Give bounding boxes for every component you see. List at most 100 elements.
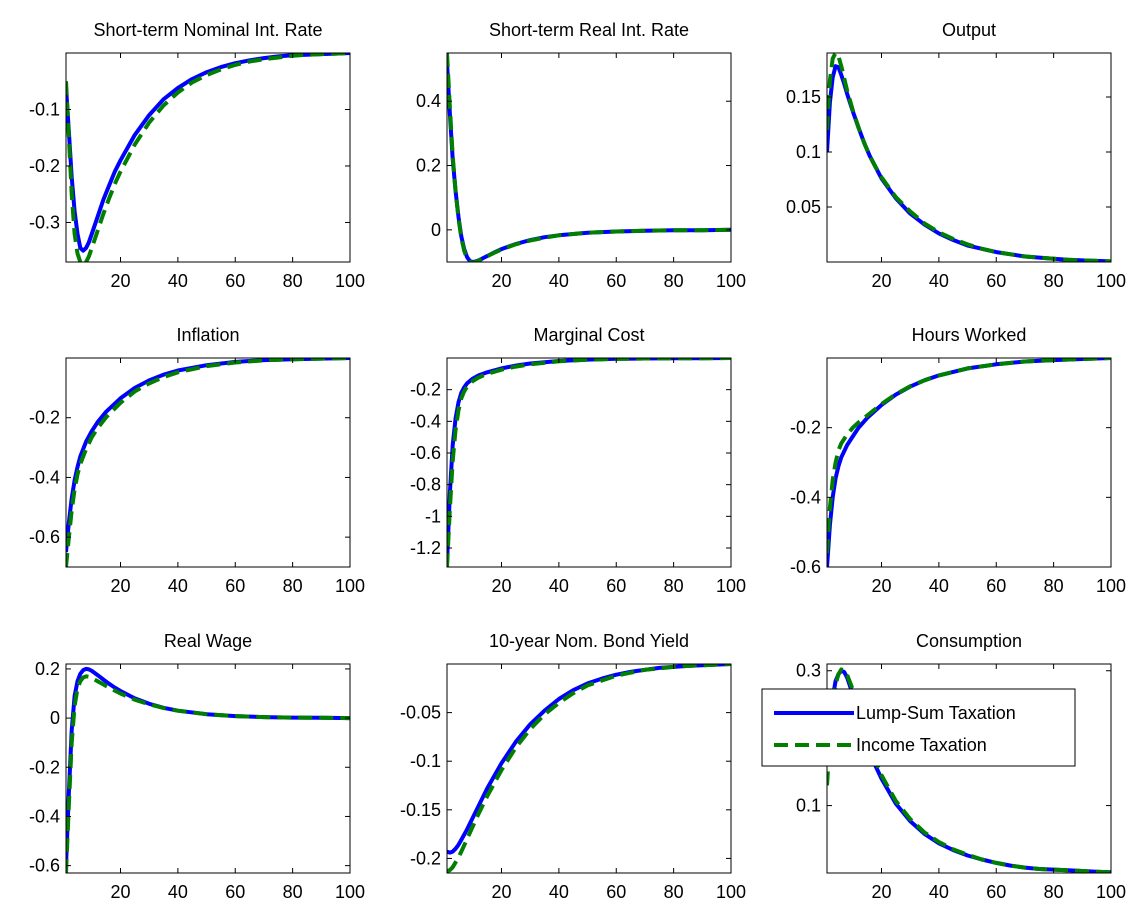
y-tick-label: -0.8 <box>410 475 441 495</box>
y-tick-label: -0.15 <box>400 800 441 820</box>
panel-7: Real Wage 20 40 60 80 100 -0.6 -0.4 -0.2 0 0.2 <box>29 631 365 902</box>
y-tick-label: 0.4 <box>416 91 441 111</box>
x-tick-label: 100 <box>1096 576 1126 596</box>
legend-label: Income Taxation <box>856 735 987 755</box>
y-tick-label: -0.4 <box>29 467 60 487</box>
axes-box <box>446 52 732 263</box>
x-tick-label: 80 <box>283 271 303 291</box>
y-tick-label: -1.2 <box>410 538 441 558</box>
axes-box <box>65 663 351 874</box>
y-tick-label: 0 <box>50 708 60 728</box>
x-tick-label: 20 <box>871 271 891 291</box>
x-tick-label: 100 <box>716 882 746 902</box>
y-tick-label: -0.6 <box>790 557 821 577</box>
x-tick-label: 60 <box>986 882 1006 902</box>
y-tick-label: -0.4 <box>790 487 821 507</box>
x-tick-label: 20 <box>871 882 891 902</box>
x-tick-label: 20 <box>110 576 130 596</box>
x-tick-label: 80 <box>664 271 684 291</box>
lump-sum-taxation-line <box>66 358 350 553</box>
panel-9: Consumption 20 40 60 80 100 0.1 0.3 <box>796 631 1126 902</box>
x-tick-label: 60 <box>225 576 245 596</box>
x-tick-label: 40 <box>549 576 569 596</box>
panel-6: Hours Worked 20 40 60 80 100 -0.6 -0.4 -0.2 <box>790 325 1126 596</box>
panel-1: Short-term Nominal Int. Rate 20 40 60 80 100 -… <box>29 20 365 291</box>
x-tick-label: 100 <box>716 271 746 291</box>
panel-4: Inflation 20 40 60 80 100 -0.6 -0.4 -0.2 <box>29 325 365 596</box>
panel-5: Marginal Cost 20 40 60 80 100 -1.2 -1 -0.8 -0.6 -0… <box>410 325 746 596</box>
x-tick-label: 60 <box>986 576 1006 596</box>
y-tick-label: -1 <box>425 506 441 526</box>
y-tick-label: -0.6 <box>410 443 441 463</box>
x-tick-label: 20 <box>871 576 891 596</box>
lump-sum-taxation-line <box>66 53 350 253</box>
y-tick-label: -0.2 <box>410 848 441 868</box>
y-tick-label: -0.4 <box>29 806 60 826</box>
y-tick-label: 0.3 <box>796 661 821 681</box>
x-tick-label: 40 <box>549 882 569 902</box>
x-tick-label: 60 <box>225 882 245 902</box>
x-tick-label: 100 <box>335 271 365 291</box>
y-tick-label: 0.1 <box>796 142 821 162</box>
x-tick-label: 20 <box>110 271 130 291</box>
y-tick-label: -0.6 <box>29 527 60 547</box>
x-tick-label: 80 <box>664 576 684 596</box>
x-tick-label: 80 <box>1044 271 1064 291</box>
y-tick-label: 0.2 <box>35 659 60 679</box>
y-tick-label: -0.1 <box>29 99 60 119</box>
x-tick-label: 40 <box>168 882 188 902</box>
legend-box <box>761 688 1076 767</box>
x-tick-label: 20 <box>491 576 511 596</box>
y-tick-label: -0.3 <box>29 212 60 232</box>
income-taxation-line <box>447 664 731 873</box>
panel-title: Real Wage <box>164 631 252 651</box>
x-tick-label: 60 <box>986 271 1006 291</box>
x-tick-label: 40 <box>549 271 569 291</box>
legend: Lump-Sum Taxation Income Taxation <box>761 688 1076 767</box>
income-taxation-line <box>827 53 1111 262</box>
y-tick-label: -0.6 <box>29 856 60 876</box>
axes-box <box>826 357 1112 568</box>
y-tick-label: -0.2 <box>29 757 60 777</box>
x-tick-label: 100 <box>716 576 746 596</box>
x-tick-label: 80 <box>283 882 303 902</box>
x-tick-label: 40 <box>929 271 949 291</box>
lump-sum-taxation-line <box>447 62 731 262</box>
x-tick-label: 80 <box>664 882 684 902</box>
lump-sum-taxation-line <box>66 666 350 866</box>
y-tick-label: -0.2 <box>29 156 60 176</box>
income-taxation-line <box>447 53 731 262</box>
y-tick-label: 0.2 <box>416 156 441 176</box>
axes-box <box>446 357 732 568</box>
y-tick-label: -0.2 <box>790 418 821 438</box>
x-tick-label: 60 <box>606 882 626 902</box>
y-tick-label: 0 <box>431 220 441 240</box>
y-tick-label: 0.05 <box>786 197 821 217</box>
x-tick-label: 40 <box>929 576 949 596</box>
x-tick-label: 20 <box>491 271 511 291</box>
y-tick-label: -0.05 <box>400 703 441 723</box>
panel-8: 10-year Nom. Bond Yield 20 40 60 80 100 -0.2 -0… <box>400 631 746 902</box>
income-taxation-line <box>66 53 350 262</box>
income-taxation-line <box>827 667 1111 873</box>
x-tick-label: 40 <box>929 882 949 902</box>
income-taxation-line <box>66 358 350 567</box>
panel-title: 10-year Nom. Bond Yield <box>489 631 689 651</box>
y-tick-label: 0.15 <box>786 87 821 107</box>
x-tick-label: 40 <box>168 271 188 291</box>
x-tick-label: 100 <box>1096 882 1126 902</box>
panel-title: Marginal Cost <box>533 325 644 345</box>
y-tick-label: -0.2 <box>410 380 441 400</box>
x-tick-label: 60 <box>606 576 626 596</box>
panel-title: Short-term Nominal Int. Rate <box>93 20 322 40</box>
x-tick-label: 20 <box>491 882 511 902</box>
y-tick-label: -0.1 <box>410 751 441 771</box>
panel-title: Short-term Real Int. Rate <box>489 20 689 40</box>
lump-sum-taxation-line <box>447 664 731 855</box>
x-tick-label: 60 <box>606 271 626 291</box>
panel-title: Hours Worked <box>912 325 1027 345</box>
x-tick-label: 60 <box>225 271 245 291</box>
panel-3: Output 20 40 60 80 100 0.05 0.1 0.15 <box>786 20 1126 291</box>
income-taxation-line <box>66 674 350 873</box>
panel-title: Consumption <box>916 631 1022 651</box>
